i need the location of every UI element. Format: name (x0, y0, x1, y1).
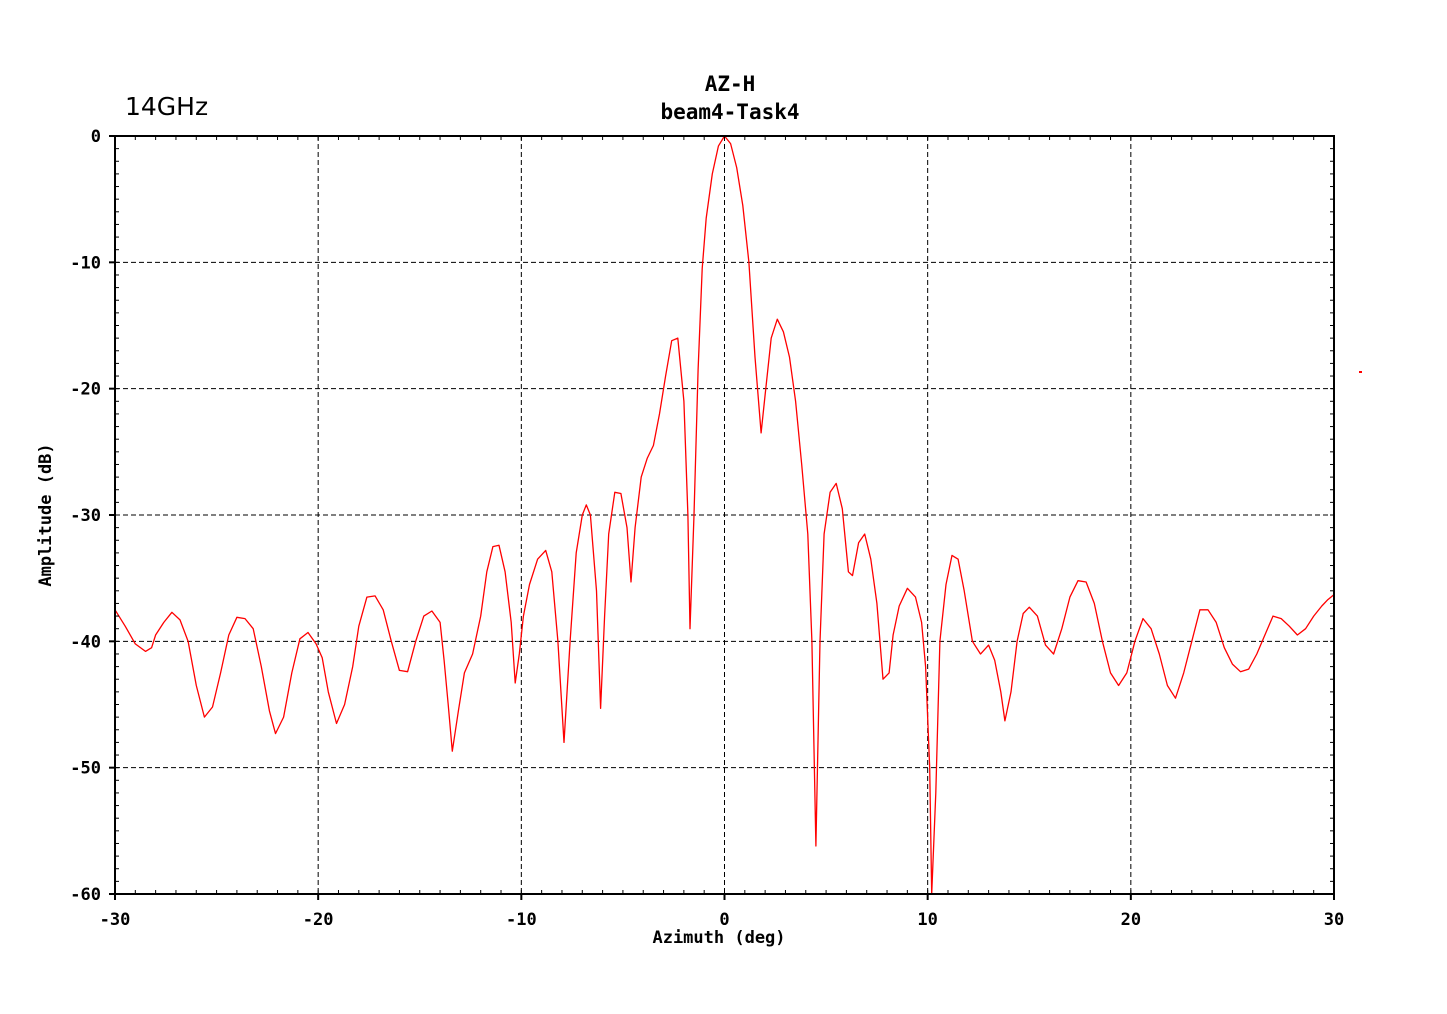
y-tick-label: -40 (70, 632, 101, 652)
x-tick-label: 0 (719, 910, 729, 930)
y-tick-label: -30 (70, 506, 101, 526)
stray-mark (1359, 371, 1362, 373)
chart-subtitle: beam4-Task4 (660, 100, 799, 124)
x-axis-label: Azimuth (deg) (652, 928, 785, 948)
x-tick-label: -30 (100, 910, 131, 930)
x-tick-label: 10 (917, 910, 937, 930)
x-tick-label: 30 (1324, 910, 1344, 930)
y-tick-label: -60 (70, 885, 101, 905)
data-series (114, 135, 1335, 895)
y-tick-label: 0 (91, 127, 101, 147)
y-axis-label: Amplitude (dB) (36, 443, 56, 586)
y-tick-label: -50 (70, 759, 101, 779)
axis-ticks (109, 135, 1335, 900)
y-tick-label: -20 (70, 380, 101, 400)
chart-title: AZ-H (705, 72, 756, 96)
y-tick-label: -10 (70, 253, 101, 273)
x-tick-label: -10 (506, 910, 537, 930)
x-tick-label: 20 (1121, 910, 1141, 930)
series-line (114, 135, 1335, 895)
tick-labels: -30 -20 -10 0 10 20 30 0 -10 -20 -30 -40 -50 -60 (70, 127, 1344, 930)
grid-lines (115, 136, 1334, 894)
frequency-note: 14GHz (125, 92, 208, 121)
x-tick-label: -20 (303, 910, 334, 930)
